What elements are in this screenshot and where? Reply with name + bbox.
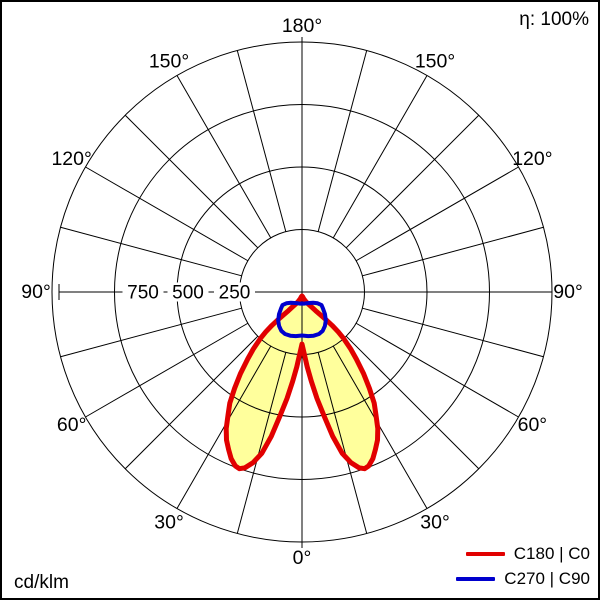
legend-item-c0-c180: C180 | C0 [456,545,590,563]
legend-label: C180 | C0 [513,544,590,563]
angle-label: 0° [293,547,312,569]
legend-label: C270 | C90 [504,569,590,588]
polar-grid [51,37,553,548]
angle-label: 180° [282,15,322,37]
legend-line-red [465,552,505,556]
angle-label: 150° [149,51,189,73]
angle-label: 120° [51,148,91,170]
angle-label: 150° [415,51,455,73]
angle-label: 120° [512,148,552,170]
ring-value-label: 500 [172,283,204,304]
angle-label: 90° [21,281,51,303]
angle-labels: 0° 30° 30° 60° 60° 90° 90° 120° 120° 150° 150° 180° [21,15,583,569]
angle-label: 30° [420,511,450,533]
ring-value-labels: 250 500 750 [122,282,255,304]
angle-label: 90° [553,281,583,303]
angle-label: 30° [154,511,184,533]
legend: C180 | C0 C270 | C90 [456,545,590,588]
distribution-curve-c0-c180 [223,293,381,472]
ring-value-label: 750 [127,283,159,304]
legend-line-blue [456,577,496,581]
angle-label: 60° [518,414,548,436]
efficiency-label: η: 100% [519,9,589,30]
unit-label: cd/klm [14,572,69,593]
angle-label: 60° [57,414,87,436]
ring-value-label: 250 [219,283,251,304]
distribution-curve-c90-c270 [276,300,328,339]
legend-item-c90-c270: C270 | C90 [456,570,590,588]
